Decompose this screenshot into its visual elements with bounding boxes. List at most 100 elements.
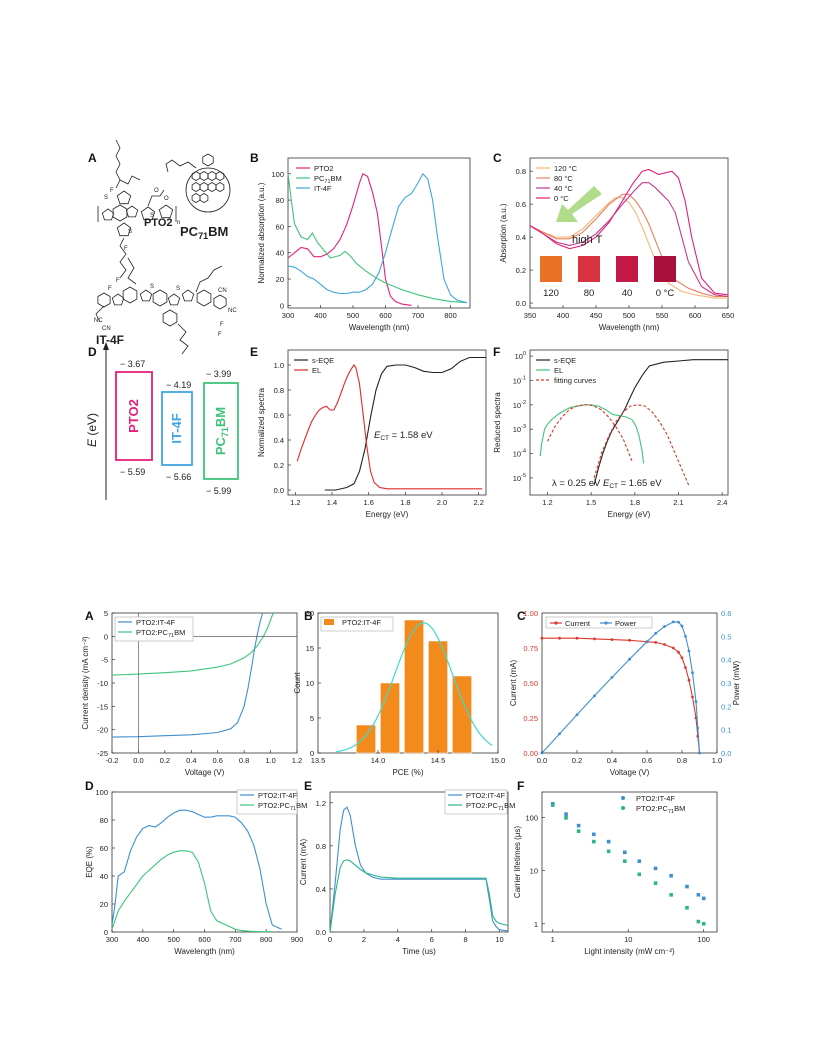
scatter-point-pto2-it-4f xyxy=(564,812,568,816)
y-tick-label: 0.8 xyxy=(516,167,526,176)
annotation-high-t: high T xyxy=(572,234,603,246)
chart-bot-B: 13.5 14.0 14.5 15.0 0 5 10 15 20 PCE (%) Count PTO2… xyxy=(293,609,505,777)
y-tick-label: 0.0 xyxy=(516,299,526,308)
y-axis-label: EQE (%) xyxy=(85,846,94,878)
x-tick-label: 0.8 xyxy=(239,756,249,765)
x-tick-label: 1.4 xyxy=(327,498,337,507)
series-marker-current xyxy=(691,695,694,699)
fullerene-cage xyxy=(185,167,231,213)
plot-frame xyxy=(529,349,729,496)
legend-label: PTO2:PC71BM xyxy=(466,801,515,812)
x-tick-label: 600 xyxy=(379,311,392,320)
y-tick-label: 0.4 xyxy=(516,233,526,242)
y-tick-label: 0 xyxy=(310,749,314,758)
legend-label: PTO2:PC71BM xyxy=(636,804,685,815)
panel-letter: B xyxy=(304,609,313,623)
plot-frame xyxy=(541,791,718,933)
series-line-s-eqe xyxy=(324,356,486,491)
legend-label: PTO2 xyxy=(314,164,333,173)
y-tick-label: 100 xyxy=(95,788,108,797)
atom-label: NC xyxy=(228,308,237,314)
x-tick-label: 400 xyxy=(557,311,570,320)
atom-label: S xyxy=(150,213,154,219)
x-axis-label: Voltage (V) xyxy=(610,768,650,777)
y-tick-label: 100 xyxy=(515,351,526,361)
series-marker-power xyxy=(687,649,691,653)
x-tick-label: 650 xyxy=(722,311,735,320)
x-tick-label: 400 xyxy=(314,311,327,320)
vial-label: 120 xyxy=(543,288,559,299)
series-line-current xyxy=(542,637,701,754)
scatter-point-pto2-it-4f xyxy=(669,873,673,878)
homo-value: − 5.66 xyxy=(166,472,191,482)
series-line-0-c xyxy=(529,168,729,296)
scatter-point-pto2-it-4f xyxy=(576,823,581,828)
x-tick-label: 0.2 xyxy=(160,756,170,765)
y-tick-label: 40 xyxy=(100,872,108,881)
series-marker-power xyxy=(694,700,698,704)
scatter-point-pto2-pc71bm xyxy=(592,839,596,844)
scatter-point-pto2-pc71bm xyxy=(622,859,627,864)
y-tick-label: -25 xyxy=(97,749,108,758)
series-line-80-c xyxy=(529,193,728,298)
x-tick-label: 600 xyxy=(689,311,702,320)
y-tick-label: 0.8 xyxy=(316,842,326,851)
x-tick-label: 1.2 xyxy=(542,498,552,507)
thiophene-ring xyxy=(140,206,156,221)
x-tick-label: 14.0 xyxy=(371,756,386,765)
legend: PTO2:IT-4F xyxy=(320,616,394,632)
temperature-arrow xyxy=(556,186,602,222)
legend-box xyxy=(114,616,194,642)
x-tick-label: 400 xyxy=(137,935,150,944)
legend-box xyxy=(444,789,508,815)
atom-label: F xyxy=(110,188,114,194)
legend-label: PTO2:IT-4F xyxy=(136,618,175,627)
chemical-structures xyxy=(95,139,231,355)
atom-label: F xyxy=(218,332,222,338)
y-tick-label: 80 xyxy=(100,816,108,825)
atom-label: n xyxy=(177,220,180,226)
x-tick-label: 600 xyxy=(198,935,211,944)
thiophene-ring xyxy=(158,204,174,219)
y-axis-label: Current (mA) xyxy=(299,839,308,886)
histogram-bar xyxy=(404,619,424,754)
x-tick-label: 1.0 xyxy=(712,756,722,765)
atom-label: O xyxy=(164,196,169,202)
legend: Current Power xyxy=(545,616,653,629)
x-tick-label: 800 xyxy=(444,311,457,320)
series-line-fitting-right xyxy=(593,404,690,486)
fullerene-ring xyxy=(215,171,225,181)
benzene-ring xyxy=(152,289,168,307)
series-line-120-c xyxy=(529,197,728,299)
homo-value: − 5.99 xyxy=(206,486,231,496)
thiophene-ring xyxy=(111,293,125,306)
legend: 120 °C80 °C40 °C0 °C xyxy=(536,164,578,203)
series-marker-current xyxy=(575,636,579,640)
level-box-2 xyxy=(203,382,239,480)
x-tick-label: 14.5 xyxy=(431,756,446,765)
series-line-fitting-left xyxy=(547,404,633,462)
vial-photo xyxy=(540,256,562,282)
vial-photo xyxy=(578,256,600,282)
scatter-point-pto2-it-4f xyxy=(653,866,658,871)
series-line-pto2-it-4f xyxy=(329,806,509,933)
alkyl-chain xyxy=(119,237,127,279)
x-tick-label: 0.6 xyxy=(642,756,652,765)
scatter-point-pto2-pc71bm xyxy=(696,919,701,924)
panel-letter: E xyxy=(304,779,312,793)
legend-label: PC71BM xyxy=(314,174,342,185)
benzene-ring xyxy=(112,204,128,222)
legend-label: PTO2:PC71BM xyxy=(258,801,307,812)
series-marker-power xyxy=(691,671,694,675)
y-tick-label-right: 0.2 xyxy=(721,702,731,711)
scatter-point-pto2-it-4f xyxy=(622,850,627,855)
scatter-point-pto2-it-4f xyxy=(685,884,689,889)
y-tick-label: -5 xyxy=(101,656,108,665)
plot-frame xyxy=(329,791,509,933)
y-tick-label: 10-5 xyxy=(513,473,526,483)
y-tick-label-left: 1.00 xyxy=(523,609,538,618)
panel-letter: C xyxy=(493,151,502,165)
atom-label: F xyxy=(220,322,224,328)
